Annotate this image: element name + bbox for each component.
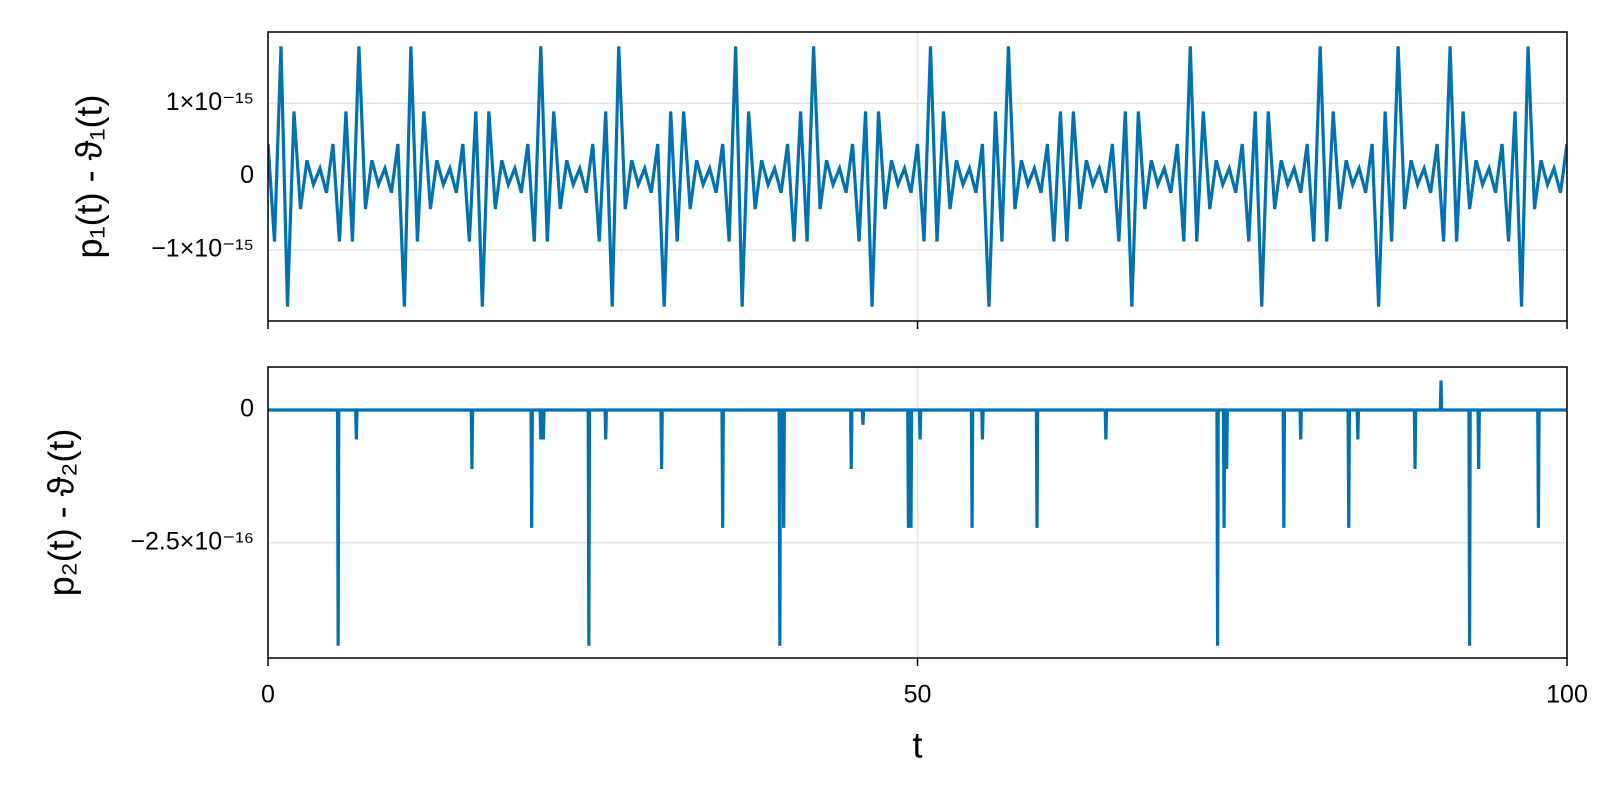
x-tick-label: 50 [904, 681, 932, 709]
x-axis-label: t [912, 725, 922, 766]
y-tick-label: 0 [240, 395, 254, 423]
y-tick-label: 0 [240, 161, 254, 189]
data-line [268, 380, 1567, 646]
y-axis-label: p₁(t) - ϑ₁(t) [69, 95, 110, 259]
data-line [268, 46, 1567, 307]
plot-frame [267, 31, 1568, 322]
x-tick-label: 0 [261, 681, 275, 709]
y-tick-label: 1×10⁻¹⁵ [166, 88, 254, 116]
y-tick-label: −1×10⁻¹⁵ [151, 234, 254, 262]
y-axis-label: p₂(t) - ϑ₂(t) [41, 429, 82, 597]
y-tick-label: −2.5×10⁻¹⁶ [130, 527, 254, 555]
plot-frame [267, 366, 1568, 659]
x-tick-label: 100 [1546, 681, 1588, 709]
